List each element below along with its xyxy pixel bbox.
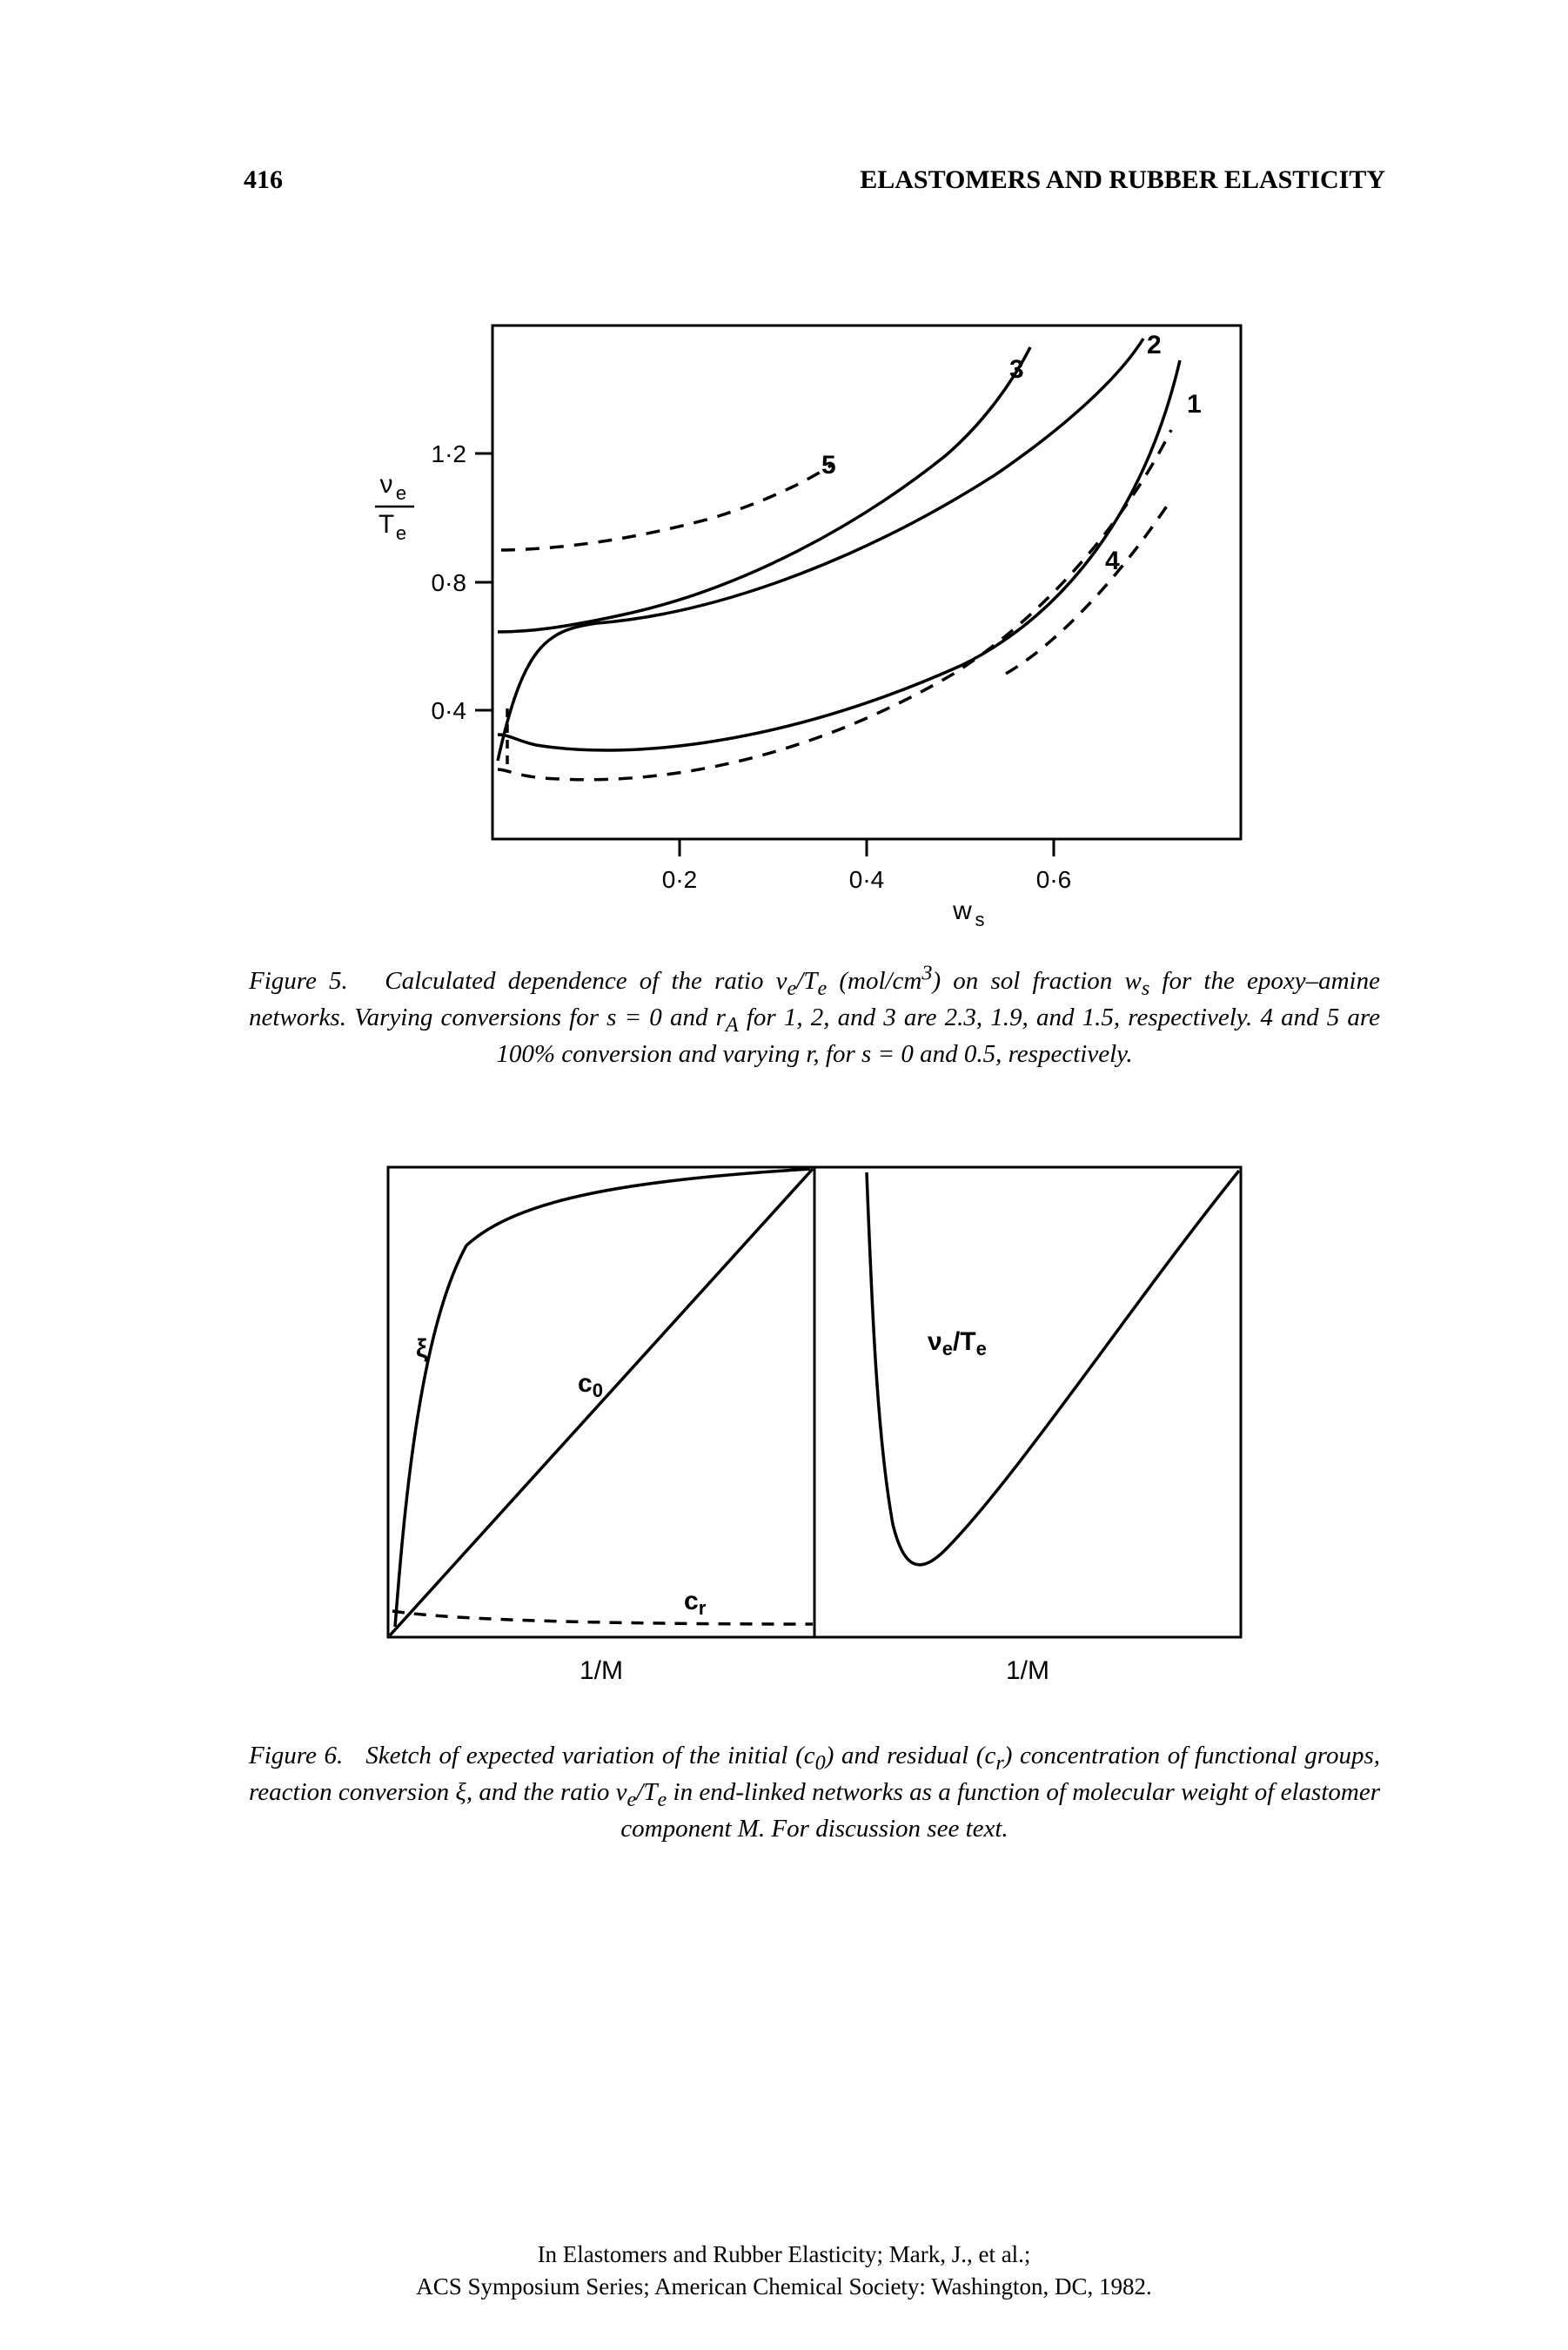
svg-text:5: 5 (821, 451, 836, 480)
running-head: ELASTOMERS AND RUBBER ELASTICITY (860, 165, 1385, 195)
svg-text:0·4: 0·4 (432, 697, 466, 724)
svg-text:c0: c0 (578, 1369, 603, 1401)
svg-text:0·2: 0·2 (662, 866, 697, 893)
fig6-caption-text: Figure 6. Sketch of expected variation o… (249, 1742, 1380, 1843)
svg-text:e: e (396, 482, 406, 504)
svg-text:w: w (952, 896, 972, 925)
svg-text:3: 3 (1009, 355, 1024, 384)
svg-text:1/M: 1/M (1006, 1656, 1049, 1685)
figure-6-chart: ξ c0 cr νe/Te 1/M 1/M (336, 1150, 1293, 1707)
svg-text:0·6: 0·6 (1036, 866, 1071, 893)
page-footer: In Elastomers and Rubber Elasticity; Mar… (0, 2239, 1568, 2302)
svg-text:1/M: 1/M (580, 1656, 623, 1685)
svg-text:ν: ν (380, 470, 393, 499)
figure-5-caption: Figure 5. Calculated dependence of the r… (249, 959, 1380, 1071)
footer-line-2: ACS Symposium Series; American Chemical … (0, 2271, 1568, 2302)
figure-6-caption: Figure 6. Sketch of expected variation o… (249, 1740, 1380, 1846)
footer-line-1: In Elastomers and Rubber Elasticity; Mar… (0, 2239, 1568, 2270)
page-number: 416 (244, 165, 283, 195)
svg-text:0·4: 0·4 (849, 866, 884, 893)
figure-6: ξ c0 cr νe/Te 1/M 1/M Figure 6. Sketch o… (244, 1150, 1385, 1846)
svg-text:2: 2 (1147, 331, 1162, 359)
svg-text:e: e (396, 522, 406, 544)
figure-5: 0·2 0·4 0·6 0·4 0·8 1·2 ν e T e w s (244, 299, 1385, 1071)
svg-text:1·2: 1·2 (432, 440, 466, 467)
fig5-caption-text: Figure 5. Calculated dependence of the r… (249, 967, 1380, 1068)
svg-text:νe/Te: νe/Te (928, 1327, 987, 1360)
svg-text:ξ: ξ (416, 1334, 428, 1363)
svg-text:4: 4 (1105, 547, 1120, 575)
svg-text:cr: cr (684, 1587, 707, 1619)
figure-5-chart: 0·2 0·4 0·6 0·4 0·8 1·2 ν e T e w s (336, 299, 1293, 926)
svg-text:T: T (379, 510, 394, 539)
svg-text:0·8: 0·8 (432, 569, 466, 596)
svg-text:s: s (975, 909, 985, 926)
svg-text:1: 1 (1187, 390, 1202, 419)
